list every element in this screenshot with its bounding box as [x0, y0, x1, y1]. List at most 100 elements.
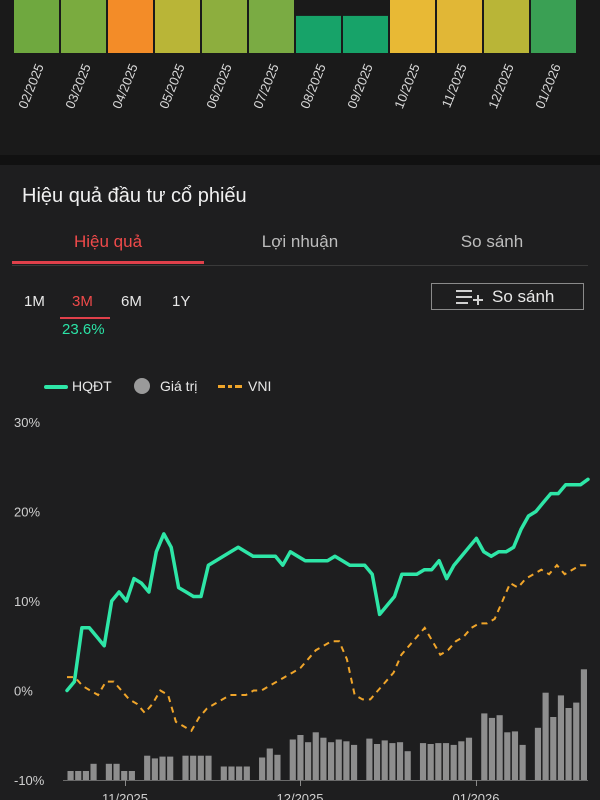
x-tick-label: 12/2025: [277, 791, 324, 800]
value-bar: [396, 742, 404, 780]
value-bar: [488, 717, 496, 780]
value-bar: [236, 766, 243, 780]
value-bar: [427, 744, 434, 780]
legend-line-hqdt: [44, 385, 68, 389]
x-tick-label: 11/2025: [102, 791, 148, 800]
x-tick: [476, 780, 477, 786]
tab-loi-nhuan[interactable]: Lợi nhuận: [261, 232, 339, 251]
hqdt-line: [65, 477, 590, 693]
value-bar: [274, 754, 281, 780]
value-bar: [389, 743, 396, 780]
heatmap-month-label: 04/2025: [109, 62, 141, 111]
value-bar: [75, 771, 82, 780]
heatmap-cell: [437, 0, 482, 53]
value-bar: [121, 771, 128, 780]
value-bar: [496, 715, 503, 780]
period-1m[interactable]: 1M: [24, 293, 45, 310]
x-tick: [300, 780, 301, 786]
y-tick-label: 30%: [14, 415, 40, 430]
value-bar: [343, 741, 350, 780]
value-bar: [220, 766, 227, 780]
y-tick-label: -10%: [14, 773, 45, 788]
y-tick-label: 10%: [14, 594, 40, 609]
value-bar: [144, 755, 151, 780]
heatmap-month-label: 01/2026: [532, 62, 564, 111]
section-divider: [0, 155, 600, 165]
value-bar: [320, 737, 327, 780]
circle-icon: [134, 378, 150, 394]
value-bar: [259, 757, 266, 780]
heatmap-month-label: 07/2025: [250, 62, 282, 111]
heatmap-month-label: 03/2025: [62, 62, 94, 111]
tab-so-sanh[interactable]: So sánh: [460, 232, 524, 251]
y-tick-label: 0%: [14, 684, 33, 699]
legend-line-vni: [218, 385, 242, 388]
compare-button[interactable]: So sánh: [431, 283, 584, 310]
value-bar: [312, 732, 319, 780]
heatmap-month-label: 11/2025: [439, 62, 470, 110]
value-bar: [481, 713, 488, 780]
y-tick-label: 20%: [14, 505, 40, 520]
value-bar: [366, 738, 373, 780]
performance-tabs: Hiệu quả Lợi nhuận So sánh: [12, 227, 588, 266]
value-bar: [159, 756, 166, 780]
value-bar: [542, 692, 549, 780]
value-bar: [504, 732, 511, 780]
legend-hqdt: HQĐT: [72, 378, 112, 394]
value-bar: [182, 755, 189, 780]
list-plus-icon: [456, 290, 483, 305]
legend-vni: VNI: [248, 378, 272, 394]
value-bar: [404, 751, 411, 780]
period-1y[interactable]: 1Y: [172, 293, 191, 310]
value-bar: [450, 744, 457, 780]
value-bar: [573, 702, 580, 780]
value-bar: [550, 717, 557, 780]
tab-hieu-qua[interactable]: Hiệu quả: [73, 232, 143, 251]
value-bar: [580, 669, 587, 780]
value-bar: [350, 744, 358, 780]
heatmap-cell: [343, 15, 388, 53]
value-bar: [190, 755, 197, 780]
value-bar: [67, 771, 74, 780]
performance-chart: 30% 20% 10% 0% -10% 11/2025 12/2025 01/2026: [14, 415, 590, 800]
value-bar: [297, 735, 304, 780]
heatmap-cell: [202, 0, 247, 53]
value-bar: [90, 763, 97, 780]
x-axis-line: [63, 780, 588, 781]
heatmap-cell: [108, 0, 153, 53]
value-bar: [565, 708, 572, 780]
heatmap-month-label: 10/2025: [391, 62, 423, 111]
value-bar: [205, 755, 212, 780]
value-bar: [373, 744, 381, 780]
heatmap-cell: [61, 0, 106, 53]
heatmap-cell: [249, 0, 294, 53]
value-bar: [557, 695, 565, 780]
heatmap-month-label: 02/2025: [15, 62, 47, 111]
heatmap-cell: [155, 0, 200, 53]
vni-line: [67, 563, 588, 733]
period-6m[interactable]: 6M: [121, 293, 142, 310]
value-bar: [465, 737, 473, 780]
heatmap-cell: [531, 0, 576, 53]
heatmap-cell: [14, 0, 59, 53]
heatmap-month-label: 08/2025: [297, 62, 329, 111]
value-bar: [335, 739, 342, 780]
value-bar: [328, 742, 335, 780]
value-bar: [105, 763, 112, 780]
value-bar: [534, 727, 542, 780]
heatmap-svg: 02/2025 03/2025 04/2025 05/2025 06/2025 07/20…: [14, 0, 576, 111]
active-period-indicator: [60, 317, 110, 319]
compare-button-label: So sánh: [492, 287, 555, 306]
value-bar: [82, 771, 89, 780]
heatmap-cell: [390, 0, 435, 53]
heatmap-month-label: 05/2025: [156, 62, 188, 111]
legend-gia-tri: Giá trị: [160, 378, 198, 394]
value-bar: [381, 740, 388, 780]
heatmap-month-label: 09/2025: [344, 62, 376, 111]
period-3m[interactable]: 3M: [72, 293, 93, 310]
value-bar: [419, 743, 427, 780]
value-bar: [167, 756, 174, 780]
section-title: Hiệu quả đầu tư cổ phiếu: [22, 185, 247, 207]
heatmap-month-label: 12/2025: [485, 62, 517, 111]
value-bar: [113, 763, 120, 780]
